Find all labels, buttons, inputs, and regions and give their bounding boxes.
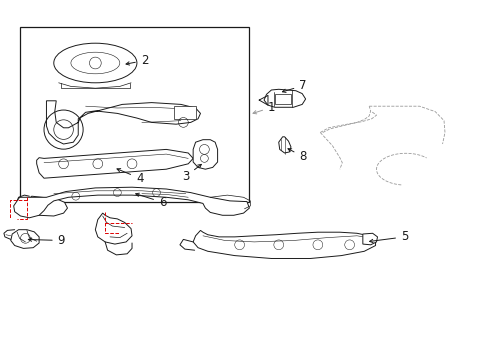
Polygon shape xyxy=(275,94,290,104)
Polygon shape xyxy=(193,140,217,169)
Text: 2: 2 xyxy=(126,54,148,67)
Text: 3: 3 xyxy=(182,165,201,183)
Polygon shape xyxy=(264,89,305,107)
Ellipse shape xyxy=(54,43,137,83)
Text: 5: 5 xyxy=(369,230,407,243)
Text: 4: 4 xyxy=(117,168,143,185)
Text: 1: 1 xyxy=(253,101,275,114)
Polygon shape xyxy=(14,187,249,218)
Polygon shape xyxy=(24,196,67,216)
Text: 8: 8 xyxy=(287,149,306,163)
Polygon shape xyxy=(95,213,132,244)
Text: 6: 6 xyxy=(136,193,166,209)
Text: 9: 9 xyxy=(28,234,65,247)
Text: 7: 7 xyxy=(282,79,306,93)
Ellipse shape xyxy=(71,52,120,74)
Polygon shape xyxy=(278,137,290,153)
Bar xyxy=(20,27,249,202)
Polygon shape xyxy=(37,149,193,178)
Polygon shape xyxy=(193,230,375,258)
Polygon shape xyxy=(46,101,200,144)
Polygon shape xyxy=(362,233,377,245)
Polygon shape xyxy=(11,230,39,248)
Polygon shape xyxy=(173,106,195,119)
